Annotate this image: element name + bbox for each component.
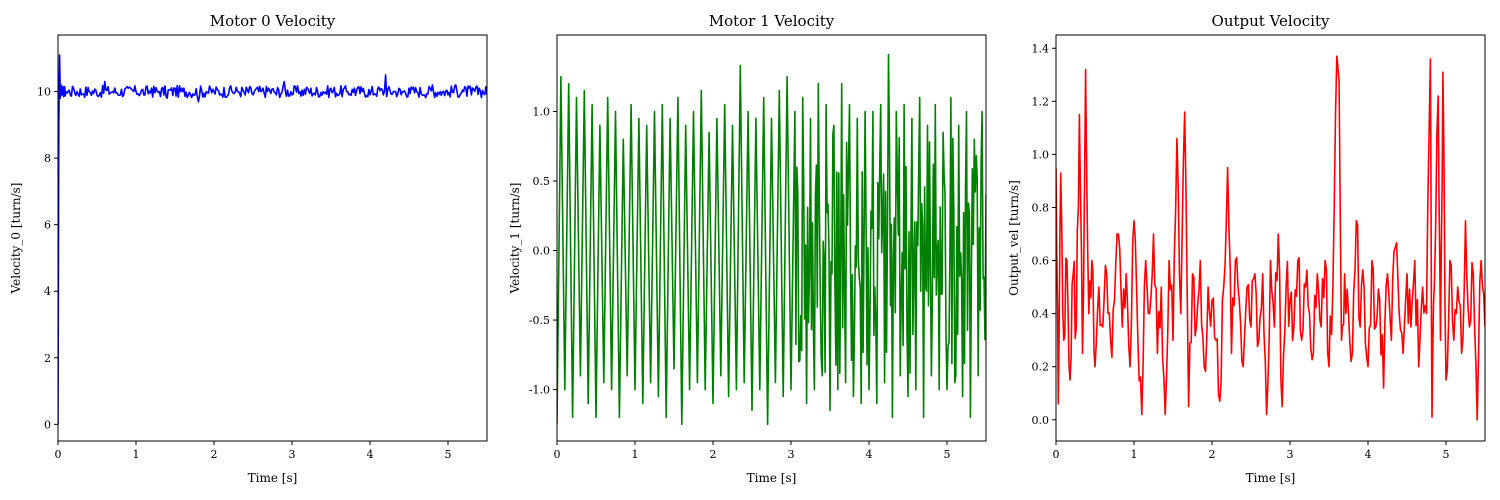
x-tick-label-0-4: 4 [367, 448, 374, 461]
x-axis-label-0: Time [s] [248, 471, 298, 485]
x-tick-label-2-1: 1 [1131, 448, 1138, 461]
y-tick-label-2-0: 0.0 [1032, 414, 1050, 427]
y-axis-label-1: Velocity_1 [turn/s] [508, 183, 522, 295]
x-axis-label-2: Time [s] [1246, 471, 1296, 485]
y-tick-label-0-4: 8 [44, 152, 51, 165]
y-tick-label-1-0: -1.0 [529, 384, 550, 397]
y-tick-label-2-2: 0.4 [1032, 308, 1050, 321]
x-tick-label-1-3: 3 [788, 448, 795, 461]
y-tick-label-0-3: 6 [44, 219, 51, 232]
series-line-1-0 [557, 53, 986, 426]
x-tick-label-2-5: 5 [1443, 448, 1450, 461]
y-tick-label-0-2: 4 [44, 285, 51, 298]
chart-panel-2: 0 1 2 3 4 5 0.0 0.2 0.4 0.6 0.8 1.0 1.2 1.4 Output Vel… [1007, 12, 1486, 485]
y-tick-label-1-2: 0.0 [533, 245, 551, 258]
x-tick-label-1-5: 5 [944, 448, 951, 461]
y-tick-label-0-1: 2 [44, 352, 51, 365]
x-tick-label-2-3: 3 [1287, 448, 1294, 461]
chart-panel-1: 0 1 2 3 4 5 -1.0 -0.5 0.0 0.5 1.0 Motor 1 Velocity T… [508, 12, 987, 485]
y-axis-label-2: Output_vel [turn/s] [1007, 180, 1021, 296]
x-tick-label-1-2: 2 [710, 448, 717, 461]
x-tick-label-0-5: 5 [445, 448, 452, 461]
chart-title-2: Output Velocity [1212, 12, 1330, 30]
chart-panel-0: 0 1 2 3 4 5 0 2 4 6 8 10 Motor 0 Velocity Time [s] Vel… [9, 12, 488, 485]
series-line-2-0 [1056, 55, 1485, 421]
x-tick-label-0-3: 3 [289, 448, 296, 461]
x-tick-label-1-1: 1 [632, 448, 639, 461]
x-tick-label-2-0: 0 [1053, 448, 1060, 461]
plot-frame-0 [57, 34, 488, 442]
y-tick-label-1-1: -0.5 [529, 314, 550, 327]
x-tick-label-0-2: 2 [211, 448, 218, 461]
y-tick-label-0-5: 10 [37, 86, 51, 99]
series-line-0-0 [58, 54, 487, 425]
x-tick-label-1-4: 4 [866, 448, 873, 461]
chart-title-0: Motor 0 Velocity [210, 12, 336, 30]
y-axis-label-0: Velocity_0 [turn/s] [9, 183, 23, 295]
y-tick-label-1-4: 1.0 [533, 105, 551, 118]
x-tick-label-0-0: 0 [55, 448, 62, 461]
y-tick-label-1-3: 0.5 [533, 175, 551, 188]
y-tick-label-2-3: 0.6 [1032, 255, 1050, 268]
x-tick-label-2-2: 2 [1209, 448, 1216, 461]
chart-title-1: Motor 1 Velocity [709, 12, 835, 30]
y-tick-label-2-7: 1.4 [1032, 42, 1050, 55]
x-tick-label-2-4: 4 [1365, 448, 1372, 461]
y-tick-label-2-1: 0.2 [1032, 361, 1050, 374]
x-axis-label-1: Time [s] [747, 471, 797, 485]
x-tick-label-1-0: 0 [554, 448, 561, 461]
y-tick-label-2-4: 0.8 [1032, 201, 1050, 214]
y-tick-label-0-0: 0 [44, 418, 51, 431]
y-tick-label-2-5: 1.0 [1032, 148, 1050, 161]
y-tick-label-2-6: 1.2 [1032, 95, 1050, 108]
plot-frame-2 [1055, 34, 1486, 442]
x-tick-label-0-1: 1 [133, 448, 140, 461]
plot-frame-1 [556, 34, 987, 442]
